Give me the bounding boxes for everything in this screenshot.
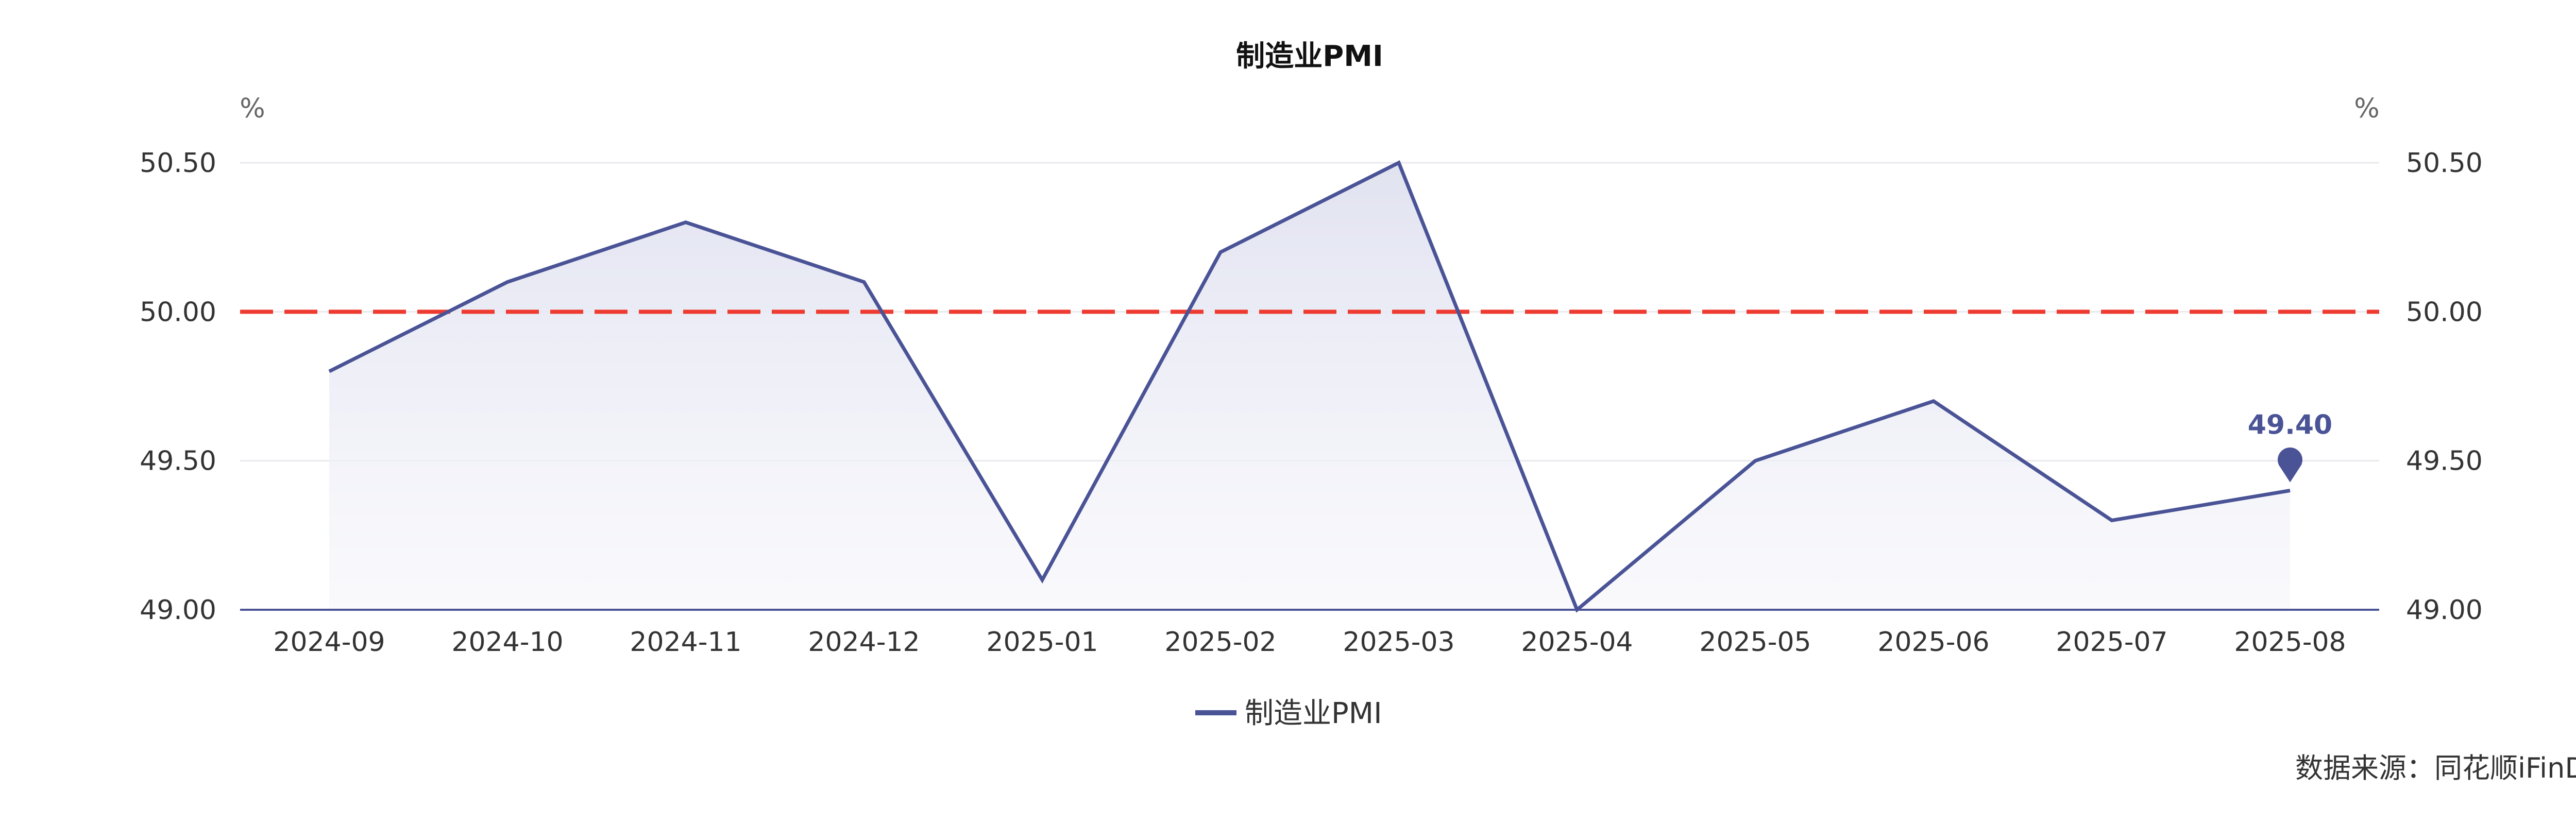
y-tick-label-right: 49.50 bbox=[2406, 446, 2483, 477]
x-tick-label: 2025-08 bbox=[2234, 627, 2346, 658]
series-area-fill bbox=[329, 163, 2290, 610]
series-area bbox=[329, 163, 2290, 610]
x-axis-ticks: 2024-09 2024-10 2024-11 2024-12 2025-01 2025-… bbox=[273, 627, 2346, 658]
chart-title: 制造业PMI bbox=[1236, 40, 1383, 73]
x-tick-label: 2025-02 bbox=[1164, 627, 1276, 658]
y-tick-label-left: 50.00 bbox=[140, 297, 216, 328]
source-note: 数据来源：同花顺iFinD bbox=[2295, 752, 2576, 784]
last-point-pin bbox=[2278, 447, 2302, 483]
legend[interactable]: 制造业PMI bbox=[1195, 697, 1382, 730]
x-tick-label: 2024-09 bbox=[273, 627, 385, 658]
y-tick-label-right: 50.50 bbox=[2406, 148, 2483, 179]
x-tick-label: 2024-10 bbox=[451, 627, 563, 658]
last-point-marker: 49.40 bbox=[2248, 410, 2332, 483]
y-tick-label-right: 50.00 bbox=[2406, 297, 2483, 328]
x-tick-label: 2025-01 bbox=[986, 627, 1098, 658]
left-axis-unit: % bbox=[240, 93, 265, 124]
series-line bbox=[328, 160, 2291, 613]
y-axis-right-ticks: 49.00 49.50 50.00 50.50 bbox=[2406, 148, 2483, 626]
x-tick-label: 2025-07 bbox=[2056, 627, 2167, 658]
legend-label: 制造业PMI bbox=[1245, 697, 1382, 730]
x-tick-label: 2024-11 bbox=[630, 627, 741, 658]
y-tick-label-left: 50.50 bbox=[140, 148, 216, 179]
y-tick-label-right: 49.00 bbox=[2406, 595, 2483, 626]
x-tick-label: 2025-04 bbox=[1521, 627, 1633, 658]
y-axis-left-ticks: 49.00 49.50 50.00 50.50 bbox=[140, 148, 216, 626]
y-tick-label-left: 49.50 bbox=[140, 446, 216, 477]
x-tick-label: 2025-03 bbox=[1343, 627, 1454, 658]
last-point-value-label: 49.40 bbox=[2248, 410, 2332, 441]
x-tick-label: 2025-05 bbox=[1699, 627, 1811, 658]
x-tick-label: 2024-12 bbox=[808, 627, 920, 658]
y-tick-label-left: 49.00 bbox=[140, 595, 216, 626]
x-tick-label: 2025-06 bbox=[1877, 627, 1989, 658]
right-axis-unit: % bbox=[2354, 93, 2379, 124]
series-line-path bbox=[328, 160, 2291, 613]
